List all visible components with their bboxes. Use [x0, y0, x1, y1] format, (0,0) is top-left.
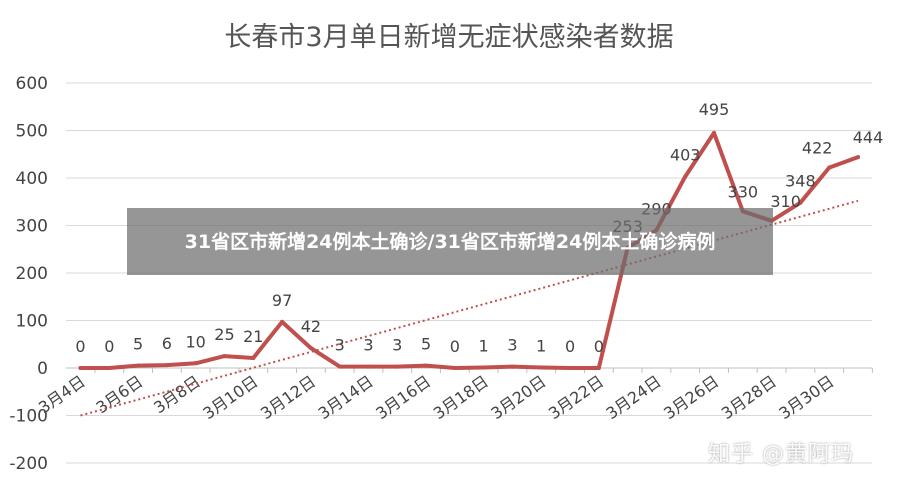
- data-label: 3: [392, 336, 402, 355]
- data-label: 0: [104, 337, 114, 356]
- data-label: 10: [186, 332, 206, 351]
- data-point: [798, 200, 803, 205]
- data-point: [596, 366, 601, 370]
- data-point: [337, 364, 342, 369]
- data-label: 495: [699, 100, 730, 119]
- data-point: [683, 174, 688, 179]
- data-label: 444: [853, 128, 884, 147]
- y-tick-label: 300: [16, 217, 48, 237]
- data-point: [136, 363, 141, 368]
- data-point: [308, 346, 313, 351]
- data-point: [568, 366, 573, 370]
- data-label: 403: [670, 146, 701, 165]
- series-polyline: [78, 130, 860, 370]
- data-label: 6: [162, 334, 172, 353]
- data-label: 422: [802, 139, 833, 158]
- headline-text: 31省区市新增24例本土确诊/31省区市新增24例本土确诊病例: [184, 230, 716, 253]
- y-tick-label: 400: [16, 169, 48, 189]
- data-label: 0: [565, 337, 575, 356]
- data-point: [510, 364, 515, 369]
- data-label: 0: [594, 337, 604, 356]
- y-tick-label: 100: [16, 312, 48, 332]
- data-label: 3: [507, 336, 517, 355]
- data-label: 3: [363, 336, 373, 355]
- data-point: [395, 364, 400, 369]
- data-point: [481, 365, 486, 370]
- data-label: 5: [133, 335, 143, 354]
- y-tick-label: 600: [16, 74, 48, 94]
- y-tick-label: 500: [16, 122, 48, 142]
- data-point: [78, 366, 83, 370]
- data-label: 0: [75, 337, 85, 356]
- data-label: 21: [243, 327, 263, 346]
- headline-overlay: 31省区市新增24例本土确诊/31省区市新增24例本土确诊病例: [127, 208, 773, 275]
- watermark: 知乎 @黄阿玛: [708, 442, 854, 467]
- data-point: [712, 130, 717, 135]
- data-point: [280, 319, 285, 324]
- y-tick-label: 0: [37, 359, 48, 379]
- data-label: 330: [728, 182, 759, 201]
- data-label: 1: [479, 337, 489, 356]
- data-point: [539, 365, 544, 370]
- data-point: [827, 165, 832, 170]
- data-point: [107, 366, 112, 370]
- data-label: 97: [272, 291, 292, 310]
- data-point: [251, 356, 256, 361]
- data-label: 348: [785, 172, 816, 191]
- y-axis: -200 -100 0 100 200 300 400 500 600: [9, 74, 48, 474]
- x-axis: 3月4日 3月6日 3月8日3月10日3月12日3月14日3月16日3月18日3月2…: [35, 368, 873, 423]
- chart-title: 长春市3月单日新增无症状感染者数据: [224, 22, 673, 53]
- data-label: 3: [335, 336, 345, 355]
- data-label: 42: [301, 317, 321, 336]
- data-point: [424, 363, 429, 368]
- y-tick-label: 200: [16, 264, 48, 284]
- y-tick-label: -100: [9, 407, 48, 427]
- data-point: [856, 155, 860, 160]
- data-label: 0: [450, 337, 460, 356]
- data-label: 25: [214, 325, 234, 344]
- data-point: [452, 366, 457, 370]
- data-point: [222, 354, 227, 359]
- data-label: 1: [536, 337, 546, 356]
- data-point: [164, 363, 169, 368]
- data-labels: 0056102521974233350131002532904034953303…: [75, 100, 883, 356]
- y-tick-label: -200: [9, 454, 48, 474]
- data-label: 5: [421, 335, 431, 354]
- data-point: [366, 364, 371, 369]
- data-point: [193, 361, 198, 366]
- data-label: 310: [770, 192, 801, 211]
